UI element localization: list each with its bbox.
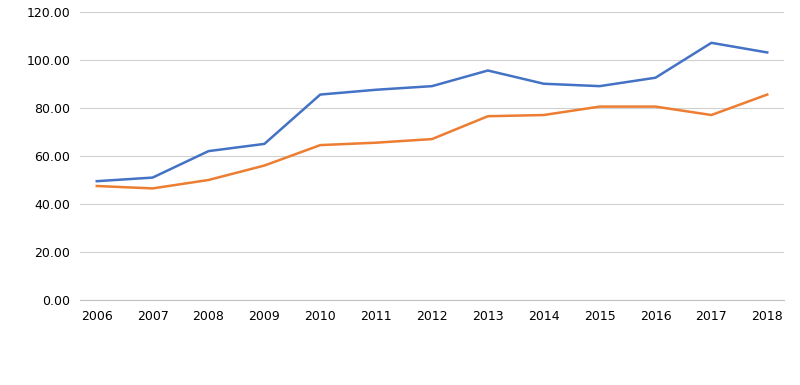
Conventional [315, 92, 325, 97]
Conventional [483, 68, 493, 73]
GM HT [483, 114, 493, 119]
Conventional [259, 142, 269, 146]
GM HT [539, 113, 549, 117]
Conventional [92, 179, 102, 184]
Conventional [148, 175, 158, 180]
Conventional [204, 149, 214, 154]
Conventional [427, 84, 437, 89]
Conventional [650, 75, 660, 80]
Line: GM HT: GM HT [97, 95, 767, 188]
GM HT [204, 178, 214, 182]
Conventional [595, 84, 605, 89]
GM HT [427, 137, 437, 141]
Line: Conventional: Conventional [97, 43, 767, 181]
GM HT [595, 104, 605, 109]
GM HT [650, 104, 660, 109]
GM HT [762, 92, 772, 97]
Conventional [539, 82, 549, 86]
GM HT [706, 113, 716, 117]
Conventional [762, 50, 772, 55]
GM HT [259, 163, 269, 168]
GM HT [148, 186, 158, 191]
GM HT [371, 141, 381, 145]
GM HT [92, 184, 102, 188]
Conventional [371, 87, 381, 92]
GM HT [315, 143, 325, 147]
Conventional [706, 40, 716, 45]
